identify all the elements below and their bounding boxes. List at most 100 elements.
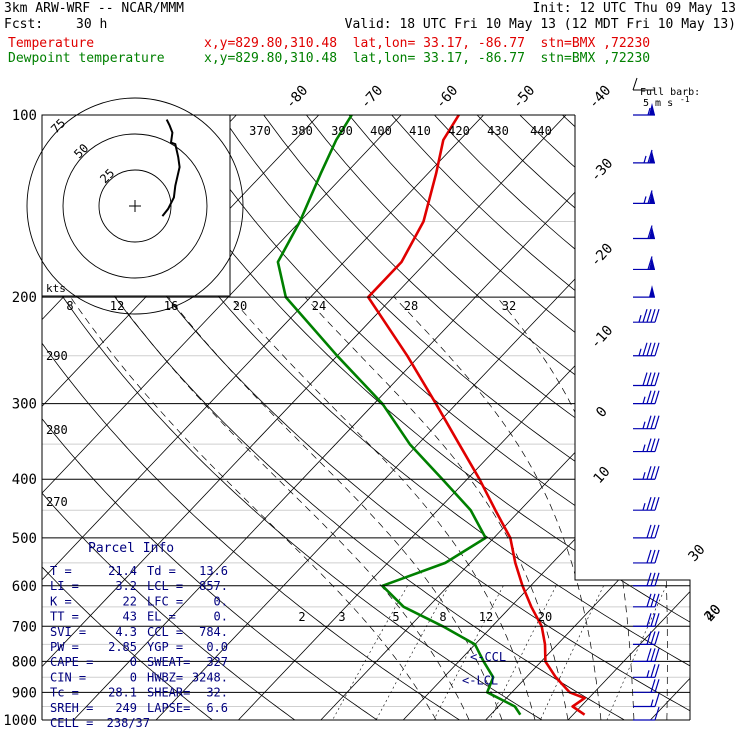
- barb-legend-exponent: -1: [680, 95, 690, 104]
- theta-label-380: 380: [291, 124, 313, 138]
- parcel-info-label: LI =: [50, 579, 79, 593]
- parcel-info-label: CIN =: [50, 670, 86, 684]
- wind-barb: [633, 308, 660, 323]
- forecast-hours: 30 h: [76, 17, 108, 32]
- isotherm-label: 10: [590, 464, 613, 487]
- parcel-info-label: T =: [50, 564, 72, 578]
- dry-adiabat: [220, 115, 690, 720]
- init-time: Init: 12 UTC Thu 09 May 13: [532, 1, 737, 16]
- dry-adiabat: [42, 115, 543, 720]
- parcel-info-label: TT =: [50, 610, 79, 624]
- upper-scale-label-8: 8: [66, 299, 73, 313]
- wind-barb: [633, 631, 660, 646]
- barb-legend: [632, 77, 655, 91]
- theta-label-430: 430: [487, 124, 509, 138]
- moist-adiabat: [168, 296, 503, 720]
- wind-barb: [633, 225, 655, 240]
- pressure-label-900: 900: [12, 685, 37, 701]
- parcel-info-label: SVI =: [50, 625, 86, 639]
- isotherm: [238, 115, 690, 720]
- moist-adiabat: [304, 296, 569, 720]
- upper-scale-label-20: 20: [233, 299, 247, 313]
- parcel-info-value: 238/37: [107, 716, 150, 730]
- parcel-info-label: LCL =: [147, 579, 183, 593]
- wind-barb: [633, 342, 660, 357]
- series-line-temperature: [366, 115, 587, 716]
- parcel-info-value: 327: [206, 655, 228, 669]
- plot-frame: [574, 115, 691, 720]
- parcel-info-value: 3248.: [192, 670, 228, 684]
- wind-barb: [633, 648, 660, 662]
- parcel-info-label: PW =: [50, 640, 79, 654]
- parcel-info-value: 249: [115, 701, 137, 715]
- isotherm-label: -70: [358, 83, 387, 113]
- parcel-info-label: CELL =: [50, 716, 93, 730]
- isotherm-label: 40: [701, 602, 724, 625]
- wind-barbs: [633, 103, 660, 721]
- wind-barb: [633, 438, 660, 453]
- wind-barb: [633, 103, 655, 116]
- parcel-info-value: 0: [130, 670, 137, 684]
- hodograph-trace: [161, 119, 181, 217]
- theta-side-label-280: 280: [46, 423, 68, 437]
- legend-temperature-location: x,y=829.80,310.48 lat,lon= 33.17, -86.77…: [204, 36, 651, 51]
- pressure-label-700: 700: [12, 619, 37, 635]
- mixing-ratio-line: [489, 585, 557, 720]
- parcel-info-value: 4.3: [115, 625, 137, 639]
- isotherm: [650, 115, 690, 720]
- parcel-info-value: 6.6: [206, 701, 228, 715]
- hodograph: [26, 97, 244, 315]
- dry-adiabat: [92, 115, 690, 720]
- dry-adiabat: [177, 115, 690, 720]
- parcel-info-value: 3.2: [115, 579, 137, 593]
- upper-scale-label-24: 24: [312, 299, 326, 313]
- wind-barb: [633, 497, 660, 511]
- parcel-info-label: CCL =: [147, 625, 183, 639]
- model-title: 3km ARW-WRF -- NCAR/MMM: [4, 1, 185, 16]
- parcel-info-label: Td =: [147, 564, 176, 578]
- isotherm: [73, 115, 649, 720]
- mixing-ratio-label-20: 20: [538, 610, 552, 624]
- parcel-info-label: YGP =: [147, 640, 183, 654]
- wind-barb: [633, 415, 660, 430]
- wind-barb: [633, 372, 660, 387]
- isotherm-label: -30: [588, 156, 617, 186]
- mixing-ratio-label-3: 3: [338, 610, 345, 624]
- pressure-label-600: 600: [12, 579, 37, 595]
- series-line-dewpoint: [276, 115, 522, 716]
- isotherm-label: -40: [586, 83, 615, 113]
- moist-adiabat: [601, 296, 668, 720]
- theta-side-label-290: 290: [46, 349, 68, 363]
- upper-scale-label-16: 16: [164, 299, 178, 313]
- pressure-label-800: 800: [12, 654, 37, 670]
- isotherm: [42, 115, 402, 720]
- parcel-info-title: Parcel Info: [88, 541, 174, 556]
- wind-barb: [633, 524, 660, 539]
- mixing-ratio-label-5: 5: [392, 610, 399, 624]
- parcel-info-label: K =: [50, 594, 72, 608]
- dry-adiabat: [42, 115, 460, 720]
- mixing-ratio-line: [606, 585, 667, 720]
- legend-temperature: Temperature: [8, 36, 95, 51]
- mixing-ratio-line: [540, 585, 604, 720]
- wind-barb: [633, 593, 660, 608]
- parcel-info-label: SWEAT=: [147, 655, 190, 669]
- isotherm-label: 0: [593, 404, 611, 421]
- isotherm-label: -50: [510, 83, 539, 113]
- mixing-ratio-line: [332, 585, 408, 720]
- isotherm: [567, 115, 690, 720]
- valid-time: Valid: 18 UTC Fri 10 May 13 (12 MDT Fri …: [344, 17, 736, 32]
- isotherm-label: -10: [588, 323, 617, 353]
- barb-legend-title: Full barb:: [640, 87, 700, 98]
- parcel-info-value: 21.4: [108, 564, 137, 578]
- dry-adiabat: [476, 115, 690, 720]
- barb-legend-value: 5 m s: [643, 98, 673, 109]
- parcel-info-label: SREH =: [50, 701, 93, 715]
- pressure-label-200: 200: [12, 290, 37, 306]
- parcel-info-label: CAPE =: [50, 655, 93, 669]
- parcel-info-value: 857.: [199, 579, 228, 593]
- wind-barb: [633, 190, 655, 205]
- wind-barb: [633, 466, 660, 480]
- theta-label-400: 400: [370, 124, 392, 138]
- parcel-info-value: 0: [130, 655, 137, 669]
